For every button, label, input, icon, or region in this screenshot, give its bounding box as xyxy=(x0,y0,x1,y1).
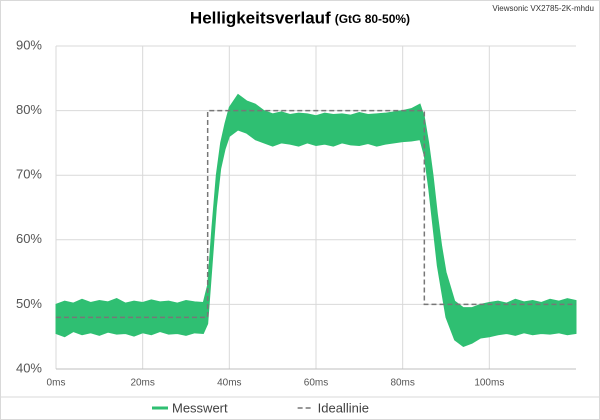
y-tick-label: 70% xyxy=(16,167,42,182)
chart-title: Helligkeitsverlauf xyxy=(190,8,331,27)
y-tick-label: 90% xyxy=(16,37,42,52)
y-tick-label: 60% xyxy=(16,231,42,246)
legend-label: Ideallinie xyxy=(318,400,369,415)
chart-subtitle: (GtG 80-50%) xyxy=(335,12,410,26)
annotation: Viewsonic VX2785-2K-mhdu xyxy=(492,4,594,13)
x-tick-label: 60ms xyxy=(304,378,328,389)
y-tick-label: 80% xyxy=(16,102,42,117)
x-tick-label: 100ms xyxy=(474,378,504,389)
ideal-line xyxy=(56,109,576,319)
x-tick-label: 80ms xyxy=(390,378,414,389)
y-tick-label: 50% xyxy=(16,296,42,311)
x-tick-label: 20ms xyxy=(130,378,154,389)
measured-band xyxy=(55,93,577,347)
y-tick-label: 40% xyxy=(16,360,42,375)
x-tick-label: 40ms xyxy=(217,378,241,389)
x-tick-label: 0ms xyxy=(47,378,66,389)
legend-label: Messwert xyxy=(172,400,228,415)
